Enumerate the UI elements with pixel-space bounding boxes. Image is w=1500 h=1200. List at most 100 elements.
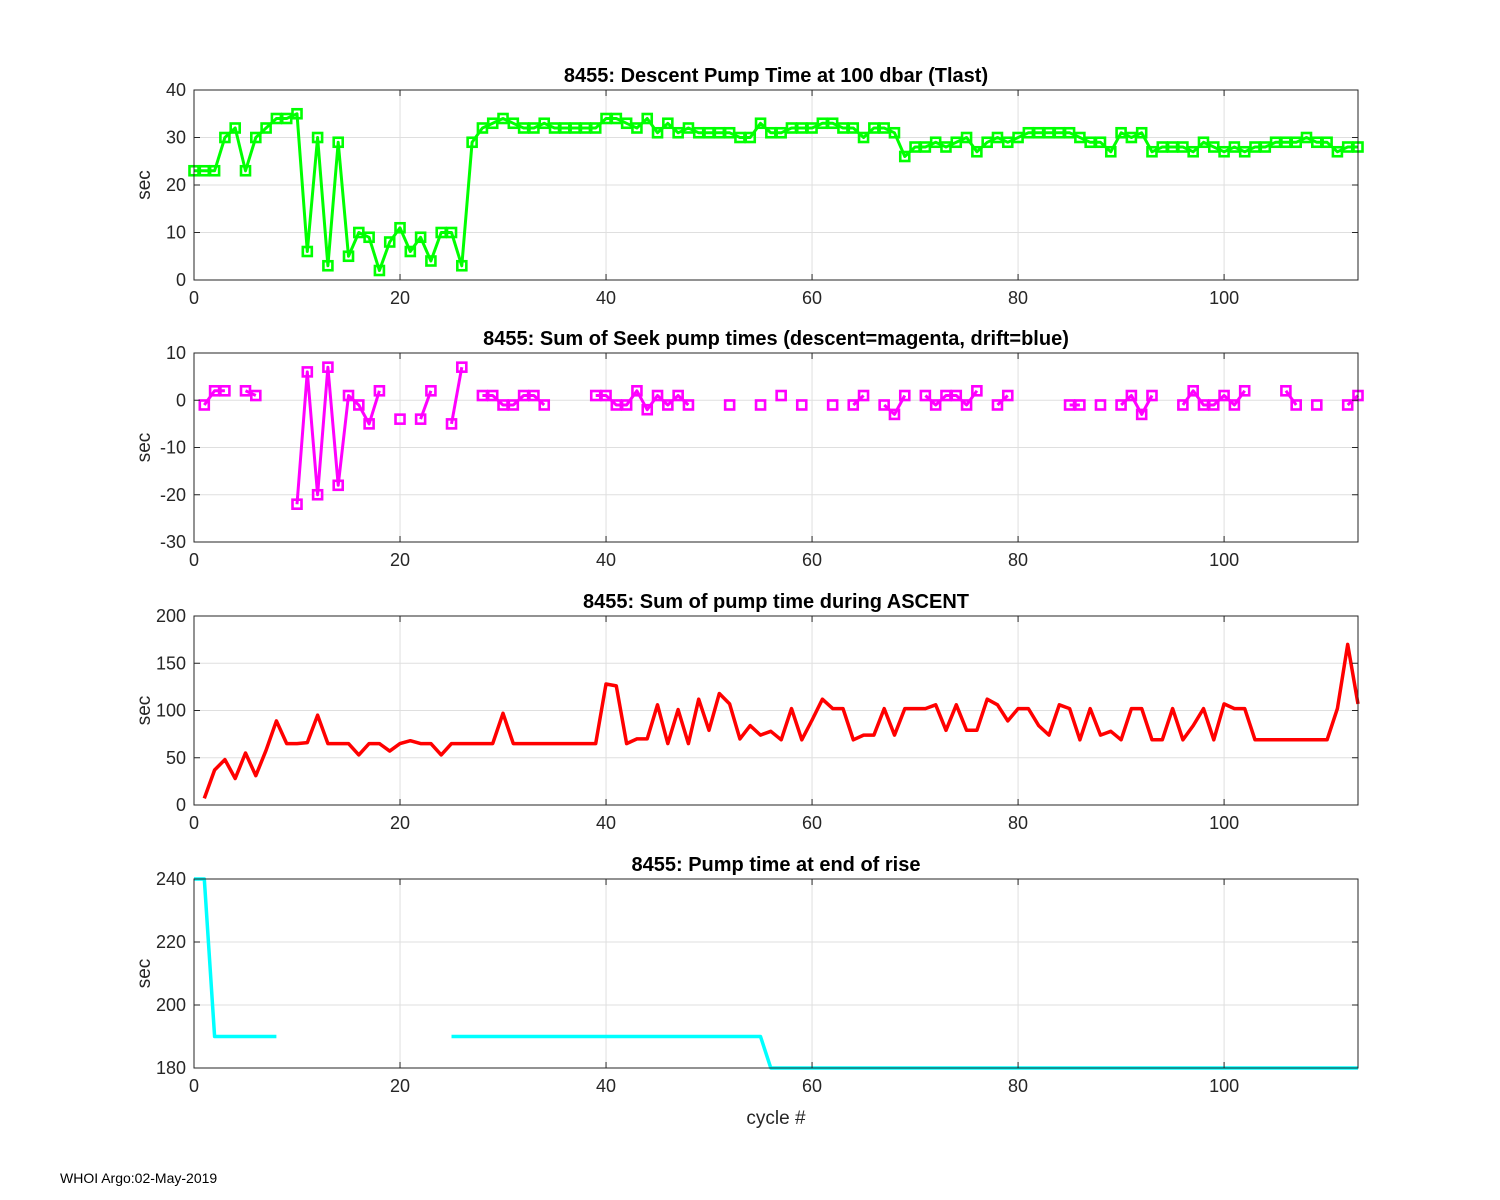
- data-point: [322, 361, 334, 373]
- data-point: [435, 226, 448, 239]
- data-point: [723, 399, 736, 411]
- series-line: [202, 642, 1360, 799]
- y-tick-label: -10: [160, 438, 186, 458]
- y-axis-label: sec: [134, 959, 155, 989]
- data-point: [888, 408, 901, 421]
- data-point: [548, 122, 561, 134]
- data-point: [651, 389, 664, 402]
- data-point: [250, 131, 262, 144]
- series-line: [295, 365, 381, 505]
- x-tick-label: 100: [1209, 813, 1239, 833]
- data-point: [600, 112, 612, 125]
- data-point: [1310, 399, 1323, 411]
- data-point: [1177, 399, 1189, 411]
- y-tick-label: -30: [160, 532, 186, 552]
- data-point: [363, 231, 375, 244]
- data-point: [414, 231, 427, 244]
- data-point: [1310, 136, 1323, 149]
- data-point: [1032, 126, 1045, 139]
- data-point: [940, 141, 952, 153]
- data-point: [1012, 131, 1024, 144]
- data-point: [579, 122, 592, 134]
- data-series: [291, 361, 386, 511]
- data-point: [816, 117, 829, 130]
- data-point: [971, 384, 983, 397]
- data-point: [847, 399, 860, 411]
- data-point: [1104, 145, 1117, 158]
- data-point: [1218, 145, 1230, 158]
- data-series: [194, 877, 277, 1039]
- data-point: [1135, 408, 1148, 421]
- x-tick-label: 80: [1008, 550, 1028, 570]
- data-point: [919, 389, 932, 402]
- data-point: [353, 226, 365, 239]
- y-axis-label: sec: [134, 433, 155, 463]
- data-point: [1238, 145, 1251, 158]
- data-point: [1166, 141, 1179, 153]
- data-point: [528, 389, 540, 402]
- x-tick-label: 0: [189, 1076, 199, 1096]
- chart-title: 8455: Sum of pump time during ASCENT: [583, 591, 969, 613]
- chart-title: 8455: Sum of Seek pump times (descent=ma…: [483, 328, 1069, 350]
- data-series: [826, 399, 839, 411]
- y-tick-label: 200: [156, 995, 186, 1015]
- x-tick-label: 100: [1209, 550, 1239, 570]
- data-series: [476, 389, 551, 411]
- data-point: [1146, 389, 1158, 402]
- data-point: [301, 245, 314, 258]
- data-point: [1218, 389, 1230, 402]
- data-point: [754, 117, 767, 130]
- data-series: [1177, 384, 1251, 411]
- data-point: [785, 122, 798, 134]
- data-point: [1074, 131, 1086, 144]
- data-point: [1084, 136, 1096, 149]
- data-point: [1115, 126, 1127, 139]
- data-point: [1146, 145, 1158, 158]
- data-point: [394, 221, 406, 234]
- data-point: [404, 245, 417, 258]
- x-axis-label: cycle #: [746, 1108, 806, 1129]
- data-point: [383, 236, 396, 248]
- data-point: [620, 399, 633, 411]
- x-tick-label: 60: [802, 813, 822, 833]
- data-point: [826, 399, 839, 411]
- data-point: [878, 122, 890, 134]
- data-point: [301, 366, 314, 378]
- y-tick-label: 100: [156, 701, 186, 721]
- data-point: [517, 122, 530, 134]
- data-point: [363, 418, 375, 430]
- data-point: [1197, 399, 1210, 411]
- data-point: [270, 112, 283, 125]
- data-point: [1321, 136, 1333, 149]
- x-tick-label: 40: [596, 813, 616, 833]
- data-point: [1063, 399, 1076, 411]
- x-tick-label: 20: [390, 813, 410, 833]
- data-point: [950, 136, 963, 149]
- data-point: [332, 136, 345, 149]
- data-point: [1063, 126, 1076, 139]
- data-point: [1331, 145, 1344, 158]
- y-tick-label: 220: [156, 932, 186, 952]
- y-tick-label: 10: [166, 223, 186, 243]
- x-tick-label: 80: [1008, 1076, 1028, 1096]
- data-point: [342, 389, 355, 402]
- data-point: [1022, 126, 1035, 139]
- data-point: [775, 389, 787, 402]
- data-point: [373, 384, 386, 397]
- data-point: [1228, 399, 1241, 411]
- chart-panel-4: 0 20 40 60 80 100 180 200 220 240 8455: Pump time …: [134, 854, 1359, 1129]
- x-tick-label: 40: [596, 1076, 616, 1096]
- x-tick-label: 100: [1209, 288, 1239, 308]
- data-point: [1001, 136, 1014, 149]
- data-point: [929, 136, 942, 149]
- data-point: [1290, 136, 1302, 149]
- data-point: [425, 384, 437, 397]
- data-point: [1115, 399, 1127, 411]
- data-point: [1341, 399, 1354, 411]
- x-tick-label: 100: [1209, 1076, 1239, 1096]
- data-series: [775, 389, 787, 402]
- data-series: [1063, 399, 1086, 411]
- data-point: [589, 389, 602, 402]
- x-tick-label: 80: [1008, 288, 1028, 308]
- data-point: [868, 122, 880, 134]
